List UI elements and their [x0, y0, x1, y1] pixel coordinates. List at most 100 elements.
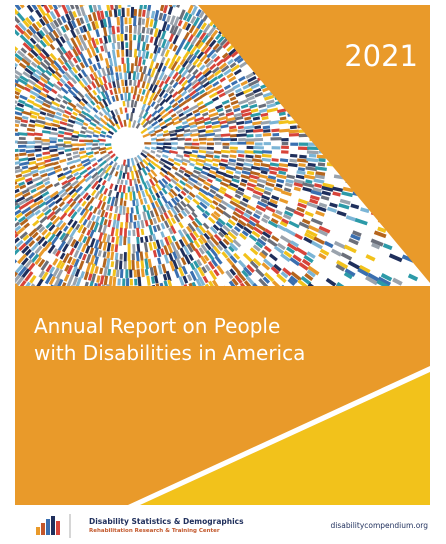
- burst-dash: [263, 133, 271, 137]
- burst-dash: [8, 178, 16, 183]
- burst-dash: [117, 26, 120, 32]
- burst-dash: [322, 0, 331, 2]
- burst-dash: [118, 0, 122, 8]
- burst-dash: [62, 0, 69, 5]
- burst-dash: [127, 1, 130, 7]
- burst-dash: [434, 191, 445, 197]
- burst-dash: [127, 99, 129, 107]
- burst-dash: [8, 0, 16, 3]
- burst-dash: [144, 142, 152, 144]
- burst-dash: [120, 16, 123, 26]
- org-name: Disability Statistics & Demographics: [89, 517, 244, 526]
- burst-dash: [247, 146, 254, 149]
- burst-dash: [7, 215, 15, 221]
- burst-dash: [122, 278, 125, 286]
- burst-dash: [121, 41, 124, 50]
- burst-dash: [294, 0, 305, 2]
- burst-dash: [117, 34, 120, 41]
- burst-dash: [238, 138, 245, 141]
- burst-dash: [130, 213, 133, 222]
- burst-dash: [125, 180, 128, 185]
- burst-dash: [6, 256, 14, 264]
- burst-dash: [129, 40, 132, 50]
- burst-dash: [152, 0, 157, 3]
- burst-dash: [247, 134, 254, 137]
- website-url: disabilitycompendium.org: [331, 521, 429, 530]
- burst-dash: [164, 138, 170, 141]
- burst-dash: [19, 149, 25, 152]
- burst-dash: [126, 213, 129, 222]
- burst-dash: [72, 138, 78, 141]
- burst-dash: [49, 137, 57, 140]
- burst-dash: [129, 49, 132, 57]
- burst-dash: [185, 138, 191, 141]
- burst-dash: [131, 207, 134, 213]
- burst-dash: [263, 129, 270, 133]
- burst-dash: [127, 172, 129, 179]
- burst-dash: [79, 139, 84, 142]
- burst-dash: [6, 269, 14, 277]
- burst-dash: [125, 80, 128, 86]
- burst-dash: [290, 154, 297, 158]
- burst-dash: [289, 133, 299, 137]
- burst-dash: [238, 142, 247, 145]
- burst-dash: [180, 0, 187, 2]
- burst-dash: [125, 108, 128, 113]
- burst-dash: [202, 0, 210, 1]
- burst-dash: [132, 244, 135, 253]
- burst-dash: [99, 143, 105, 146]
- burst-dash: [129, 34, 132, 41]
- burst-dash: [307, 150, 319, 154]
- burst-dash: [133, 35, 136, 41]
- burst-dash: [299, 143, 309, 146]
- burst-dash: [34, 145, 41, 148]
- burst-dash: [151, 142, 158, 144]
- burst-dash: [129, 80, 132, 86]
- burst-dash: [7, 282, 15, 290]
- burst-dash: [125, 222, 128, 229]
- burst-dash: [90, 0, 95, 5]
- burst-dash: [156, 0, 161, 4]
- burst-dash: [6, 107, 15, 112]
- burst-dash: [41, 139, 50, 142]
- burst-dash: [35, 149, 42, 152]
- burst-dash: [10, 140, 17, 143]
- burst-dash: [281, 146, 289, 149]
- burst-dash: [282, 142, 289, 145]
- page: {"cover": {"year": "2021", "title_lines"…: [0, 0, 446, 544]
- burst-dash: [116, 269, 120, 277]
- burst-dash: [241, 0, 249, 4]
- burst-dash: [264, 142, 271, 145]
- burst-dash: [246, 142, 254, 145]
- burst-dash: [132, 230, 135, 236]
- burst-center: [114, 129, 142, 157]
- burst-dash: [107, 0, 111, 1]
- burst-dash: [126, 86, 129, 92]
- org-subtitle: Rehabilitation Research & Training Cente…: [89, 528, 220, 534]
- burst-dash: [86, 0, 91, 5]
- burst-dash: [120, 254, 123, 260]
- burst-dash: [255, 134, 262, 137]
- burst-dash: [92, 143, 98, 146]
- burst-dash: [207, 147, 214, 150]
- burst-dash: [431, 208, 441, 214]
- burst-dash: [270, 137, 281, 140]
- burst-dash: [124, 228, 127, 237]
- burst-dash: [272, 146, 281, 149]
- burst-dash: [126, 58, 129, 64]
- burst-dash: [49, 145, 58, 148]
- burst-dash: [7, 7, 16, 16]
- burst-dash: [58, 139, 63, 142]
- burst-dash: [120, 33, 123, 41]
- burst-dash: [119, 260, 122, 269]
- burst-dash: [309, 154, 316, 158]
- burst-dash: [103, 0, 107, 1]
- burst-dash: [184, 143, 192, 146]
- burst-dash: [281, 138, 288, 141]
- burst-dash: [132, 253, 135, 260]
- burst-dash: [41, 0, 48, 3]
- burst-dash: [125, 269, 128, 278]
- burst-dash: [136, 261, 140, 269]
- burst-dash: [199, 138, 207, 141]
- burst-dash: [120, 24, 123, 34]
